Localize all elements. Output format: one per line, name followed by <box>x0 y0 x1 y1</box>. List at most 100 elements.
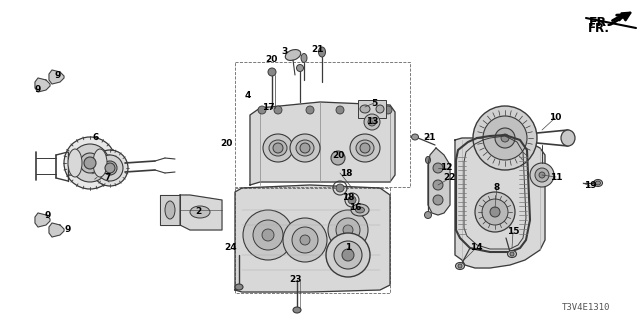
Ellipse shape <box>269 140 287 156</box>
Circle shape <box>300 235 310 245</box>
Text: 2: 2 <box>195 207 201 217</box>
Text: 15: 15 <box>507 228 519 236</box>
Polygon shape <box>180 195 222 230</box>
Ellipse shape <box>456 262 465 269</box>
Text: 12: 12 <box>440 164 452 172</box>
Bar <box>235 188 390 293</box>
Circle shape <box>331 151 345 165</box>
Circle shape <box>105 163 115 173</box>
Circle shape <box>274 106 282 114</box>
Ellipse shape <box>319 47 326 57</box>
Polygon shape <box>49 70 64 84</box>
Ellipse shape <box>412 134 419 140</box>
Ellipse shape <box>190 206 210 218</box>
Ellipse shape <box>285 50 301 60</box>
Circle shape <box>258 106 266 114</box>
Text: 20: 20 <box>265 55 277 65</box>
Circle shape <box>334 241 362 269</box>
Circle shape <box>336 218 360 242</box>
Circle shape <box>482 199 508 225</box>
Ellipse shape <box>424 212 431 219</box>
Ellipse shape <box>93 149 107 177</box>
Text: 17: 17 <box>262 102 275 111</box>
Ellipse shape <box>561 130 575 146</box>
Text: 23: 23 <box>290 276 302 284</box>
Ellipse shape <box>235 284 243 290</box>
Circle shape <box>384 106 392 114</box>
Text: 16: 16 <box>349 204 361 212</box>
Circle shape <box>366 106 374 114</box>
Text: 18: 18 <box>342 194 355 203</box>
Circle shape <box>336 184 344 192</box>
Circle shape <box>300 143 310 153</box>
Ellipse shape <box>356 140 374 156</box>
Circle shape <box>433 180 443 190</box>
Text: 13: 13 <box>365 116 378 125</box>
Ellipse shape <box>97 155 123 181</box>
Circle shape <box>292 227 318 253</box>
Text: 19: 19 <box>584 181 596 190</box>
Circle shape <box>530 163 554 187</box>
Circle shape <box>306 106 314 114</box>
Ellipse shape <box>426 156 431 164</box>
Text: 20: 20 <box>220 139 232 148</box>
Ellipse shape <box>68 149 82 177</box>
Circle shape <box>364 114 380 130</box>
Circle shape <box>433 195 443 205</box>
Ellipse shape <box>92 150 128 186</box>
Text: 21: 21 <box>424 132 436 141</box>
Ellipse shape <box>296 65 303 71</box>
Circle shape <box>475 192 515 232</box>
Text: 18: 18 <box>340 169 352 178</box>
Text: 8: 8 <box>494 182 500 191</box>
Ellipse shape <box>508 251 516 258</box>
Circle shape <box>328 210 368 250</box>
Ellipse shape <box>268 68 276 76</box>
Polygon shape <box>455 138 545 268</box>
Ellipse shape <box>263 134 293 162</box>
Circle shape <box>253 220 283 250</box>
Circle shape <box>262 229 274 241</box>
Ellipse shape <box>296 140 314 156</box>
Circle shape <box>84 157 96 169</box>
Text: 6: 6 <box>93 132 99 141</box>
Polygon shape <box>35 213 50 227</box>
Circle shape <box>501 134 509 142</box>
Text: 9: 9 <box>45 211 51 220</box>
Text: T3V4E1310: T3V4E1310 <box>562 303 610 313</box>
Circle shape <box>368 118 376 126</box>
Ellipse shape <box>458 264 462 268</box>
Circle shape <box>483 116 527 160</box>
Ellipse shape <box>103 161 117 175</box>
Text: 1: 1 <box>345 244 351 252</box>
Ellipse shape <box>376 105 384 113</box>
Ellipse shape <box>71 144 109 182</box>
Circle shape <box>360 143 370 153</box>
Ellipse shape <box>595 181 600 185</box>
Circle shape <box>535 168 549 182</box>
Circle shape <box>336 106 344 114</box>
Circle shape <box>283 218 327 262</box>
Polygon shape <box>428 148 450 215</box>
Circle shape <box>273 143 283 153</box>
Circle shape <box>342 249 354 261</box>
Circle shape <box>326 233 370 277</box>
Text: 4: 4 <box>245 91 251 100</box>
Text: 20: 20 <box>332 151 344 161</box>
Ellipse shape <box>351 204 369 216</box>
Bar <box>358 100 386 118</box>
Text: 11: 11 <box>550 172 563 181</box>
Ellipse shape <box>80 153 100 173</box>
Text: 9: 9 <box>35 85 41 94</box>
Text: FR.: FR. <box>588 21 610 35</box>
Polygon shape <box>235 185 390 292</box>
Ellipse shape <box>293 307 301 313</box>
Ellipse shape <box>360 105 370 113</box>
Text: 10: 10 <box>549 114 561 123</box>
Ellipse shape <box>165 201 175 219</box>
Circle shape <box>539 172 545 178</box>
Text: 22: 22 <box>444 173 456 182</box>
Text: 7: 7 <box>105 173 111 182</box>
Text: 5: 5 <box>371 99 377 108</box>
Ellipse shape <box>290 134 320 162</box>
